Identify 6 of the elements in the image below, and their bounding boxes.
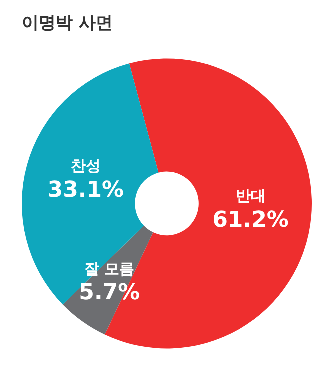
data-label: 33.1%	[48, 178, 124, 204]
slice-label: 잘 모름	[84, 260, 135, 278]
data-label: 61.2%	[212, 208, 289, 233]
slice-label: 반대	[236, 187, 266, 206]
slice-label: 찬성	[70, 157, 101, 176]
chart-title: 이명박 사면	[22, 14, 113, 34]
